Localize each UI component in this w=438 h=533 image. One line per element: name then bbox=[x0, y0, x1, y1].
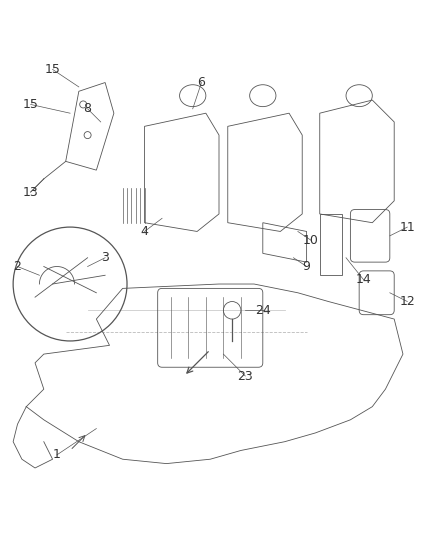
Text: 1: 1 bbox=[53, 448, 61, 462]
Text: 9: 9 bbox=[303, 260, 311, 273]
Text: 14: 14 bbox=[356, 273, 371, 286]
Text: 13: 13 bbox=[23, 185, 39, 198]
Text: 11: 11 bbox=[399, 221, 415, 233]
Text: 12: 12 bbox=[399, 295, 415, 308]
Text: 24: 24 bbox=[255, 304, 271, 317]
Text: 2: 2 bbox=[14, 260, 21, 273]
Text: 3: 3 bbox=[101, 251, 109, 264]
Text: 15: 15 bbox=[45, 63, 60, 76]
Text: 8: 8 bbox=[84, 102, 92, 115]
Text: 6: 6 bbox=[198, 76, 205, 89]
Text: 15: 15 bbox=[23, 98, 39, 111]
Text: 4: 4 bbox=[141, 225, 148, 238]
Text: 23: 23 bbox=[237, 369, 253, 383]
Text: 10: 10 bbox=[303, 233, 319, 247]
